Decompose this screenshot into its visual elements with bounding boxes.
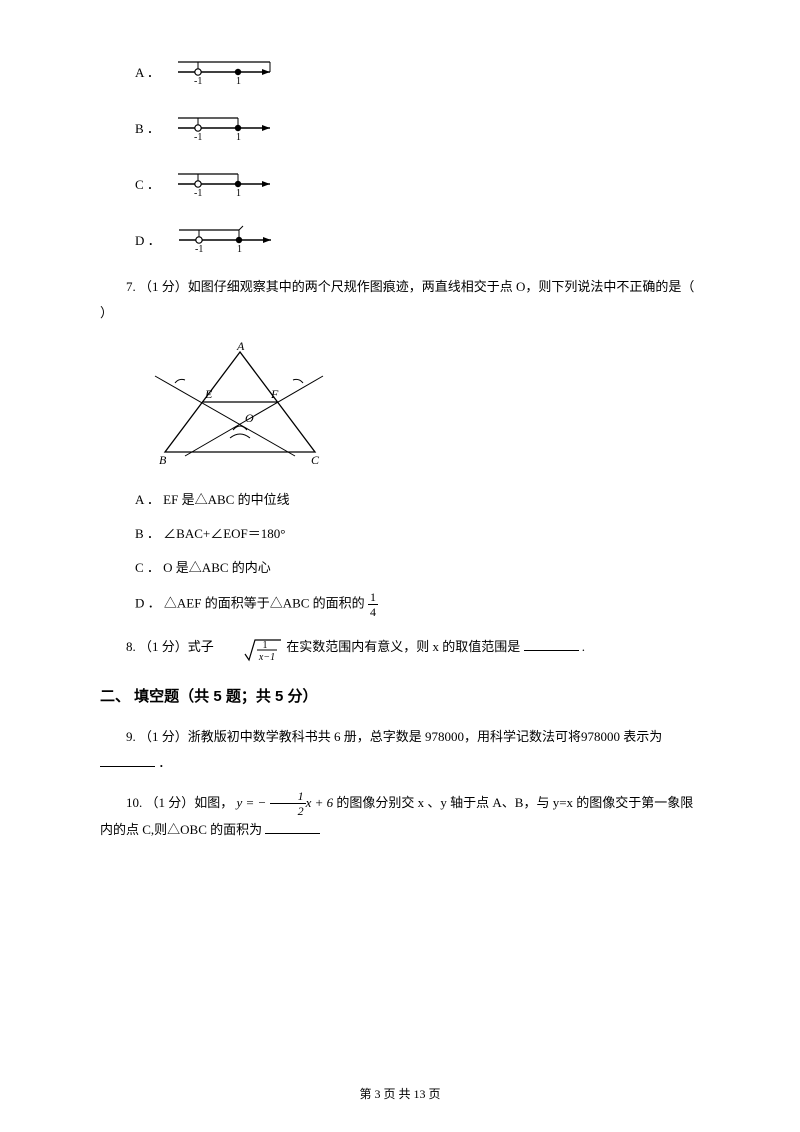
svg-text:A: A (236, 340, 245, 353)
q7-ans-b: B ． ∠BAC+∠EOF＝180° (135, 523, 700, 545)
option-d-label: D ． (135, 230, 161, 256)
fraction-1-2: 12 (270, 790, 306, 817)
q10-pre: 10. （1 分）如图， (126, 795, 237, 810)
number-line-d: -1 1 (171, 218, 281, 256)
svg-text:1: 1 (236, 132, 241, 143)
svg-text:1: 1 (237, 244, 242, 255)
svg-text:1: 1 (236, 188, 241, 199)
option-a-label: A ． (135, 62, 160, 88)
q8-sqrt-num: 1 (263, 640, 268, 651)
svg-text:C: C (311, 453, 320, 467)
page-footer: 第 3 页 共 13 页 (0, 1084, 800, 1104)
option-d: D ． -1 1 (135, 218, 700, 256)
fraction-1-4: 1 4 (368, 591, 378, 618)
option-c: C ． -1 1 (135, 162, 700, 200)
q7-ans-d-pre: D ． △AEF 的面积等于△ABC 的面积的 (135, 596, 368, 611)
number-line-c: -1 1 (170, 162, 280, 200)
svg-text:-1: -1 (194, 76, 202, 87)
q8-sqrt-den: x−1 (258, 652, 275, 663)
q7-ans-d: D ． △AEF 的面积等于△ABC 的面积的 1 4 (135, 591, 700, 618)
q8-blank (524, 638, 579, 651)
q7-ans-a: A ． EF 是△ABC 的中位线 (135, 489, 700, 511)
q9-pre: 9. （1 分）浙教版初中数学教科书共 6 册，总字数是 978000，用科学记… (126, 729, 662, 744)
q10-text: 10. （1 分）如图， y = − 12x + 6 的图像分别交 x 、y 轴… (100, 790, 700, 844)
svg-text:B: B (159, 453, 167, 467)
option-b-label: B ． (135, 118, 160, 144)
q10-blank (265, 821, 320, 834)
q7-figure: A E F O B C (145, 340, 700, 477)
svg-text:F: F (270, 387, 279, 401)
svg-text:-1: -1 (195, 244, 203, 255)
q7-ans-c: C ． O 是△ABC 的内心 (135, 557, 700, 579)
option-c-label: C ． (135, 174, 160, 200)
q7-text: 7. （1 分）如图仔细观察其中的两个尺规作图痕迹，两直线相交于点 O，则下列说… (100, 274, 700, 326)
option-a: A ． -1 1 (135, 50, 700, 88)
q8-post: 在实数范围内有意义，则 x 的取值范围是 (286, 639, 520, 654)
svg-text:-1: -1 (194, 132, 202, 143)
number-line-b: -1 1 (170, 106, 280, 144)
svg-text:-1: -1 (194, 188, 202, 199)
q8-tail: . (582, 639, 585, 654)
svg-text:E: E (204, 387, 213, 401)
q10-eq: y = − 12x + 6 (237, 795, 337, 810)
q9-blank (100, 754, 155, 767)
q9-text: 9. （1 分）浙教版初中数学教科书共 6 册，总字数是 978000，用科学记… (100, 724, 700, 776)
svg-text:O: O (245, 411, 254, 425)
sqrt-icon: 1 x−1 (217, 632, 283, 664)
q8-pre: 8. （1 分）式子 (126, 639, 217, 654)
option-list: A ． -1 1 B ． -1 1 C ． (100, 50, 700, 256)
option-b: B ． -1 1 (135, 106, 700, 144)
svg-text:1: 1 (236, 76, 241, 87)
q8-text: 8. （1 分）式子 1 x−1 在实数范围内有意义，则 x 的取值范围是 . (100, 632, 700, 664)
section-heading: 二、 填空题（共 5 题；共 5 分） (100, 684, 700, 710)
number-line-a: -1 1 (170, 50, 280, 88)
q9-tail: ． (158, 755, 171, 770)
